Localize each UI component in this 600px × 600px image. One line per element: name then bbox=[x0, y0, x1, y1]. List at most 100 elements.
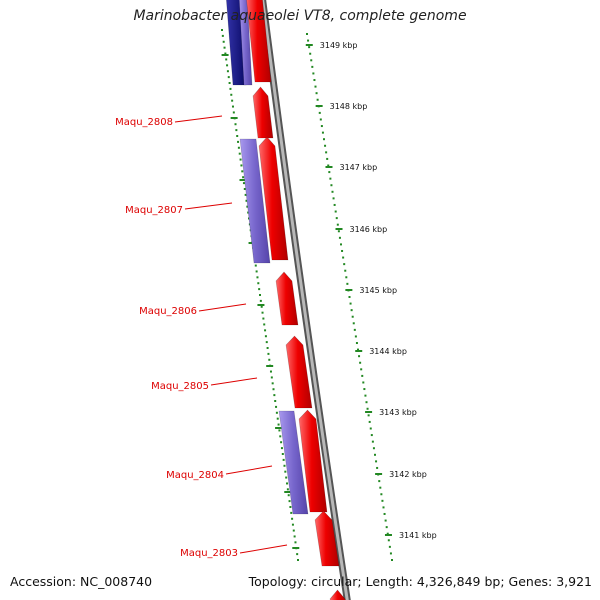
scale-dot bbox=[319, 118, 322, 121]
scale-dot bbox=[311, 65, 314, 68]
inner-dot bbox=[239, 158, 242, 161]
inner-dot bbox=[280, 441, 283, 444]
scale-dot bbox=[312, 72, 315, 75]
scale-dot bbox=[359, 361, 362, 364]
inner-dot bbox=[283, 464, 286, 467]
inner-dot bbox=[226, 64, 229, 67]
scale-dot bbox=[313, 79, 316, 82]
scale-dot bbox=[378, 480, 381, 483]
inner-dot bbox=[222, 40, 225, 43]
scale-dot bbox=[366, 407, 369, 410]
inner-dot bbox=[291, 523, 294, 526]
scale-dot bbox=[376, 466, 379, 469]
gene-leader-line bbox=[210, 377, 258, 386]
inner-dot bbox=[270, 376, 273, 379]
inner-dot bbox=[225, 58, 228, 61]
inner-dot bbox=[236, 135, 239, 137]
scale-dot bbox=[348, 296, 351, 298]
inner-dot bbox=[265, 341, 268, 344]
inner-tick bbox=[292, 547, 300, 549]
scale-tick-major bbox=[335, 228, 343, 230]
inner-tick bbox=[275, 427, 283, 429]
inner-dot bbox=[227, 76, 230, 79]
inner-dot bbox=[256, 276, 259, 279]
scale-dot bbox=[306, 33, 308, 35]
inner-dot bbox=[231, 99, 234, 102]
scale-dot bbox=[364, 394, 367, 397]
scale-dot bbox=[349, 302, 352, 305]
inner-dot bbox=[273, 394, 276, 397]
gene-forward bbox=[298, 409, 328, 513]
scale-tick-major bbox=[305, 44, 313, 46]
inner-dot bbox=[279, 435, 282, 438]
gene-forward bbox=[314, 510, 340, 567]
labels-layer: 3149 kbp 3148 kbp 3147 kbp 3146 kbp 3145 kbp… bbox=[115, 41, 437, 559]
scale-dot bbox=[327, 164, 330, 167]
inner-tick bbox=[230, 117, 238, 119]
inner-dot bbox=[242, 182, 245, 185]
inner-dot bbox=[226, 70, 229, 73]
scale-dot bbox=[367, 414, 370, 417]
inner-dot bbox=[296, 553, 299, 556]
inner-dot bbox=[289, 506, 292, 508]
inner-dot bbox=[228, 82, 231, 84]
inner-dot bbox=[264, 329, 267, 332]
inner-dot bbox=[261, 311, 264, 314]
inner-dot bbox=[231, 105, 234, 108]
inner-dot bbox=[259, 299, 262, 302]
inner-tick bbox=[257, 304, 265, 306]
scale-dot bbox=[374, 453, 376, 456]
scale-dot bbox=[352, 322, 355, 325]
scale-dot bbox=[353, 328, 356, 331]
accession-text: Accession: NC_008740 bbox=[10, 574, 153, 589]
scale-dot bbox=[382, 506, 385, 509]
scale-dot bbox=[316, 98, 319, 101]
inner-dot bbox=[241, 170, 244, 173]
scale-dot bbox=[368, 420, 371, 423]
gene-reverse bbox=[238, 0, 253, 86]
scale-dot bbox=[380, 493, 383, 496]
inner-dot bbox=[230, 93, 233, 96]
scale-dot bbox=[328, 171, 331, 174]
scale-dot bbox=[309, 52, 312, 55]
scale-dot bbox=[344, 269, 347, 272]
inner-dot bbox=[243, 188, 246, 190]
inner-dot bbox=[264, 335, 267, 338]
scale-tick-major bbox=[315, 105, 323, 107]
inner-dot bbox=[240, 164, 243, 167]
scale-dot bbox=[307, 39, 310, 42]
inner-dot bbox=[246, 205, 249, 208]
scale-tick-major bbox=[345, 289, 353, 291]
genes-layer bbox=[226, 0, 346, 600]
inner-dot bbox=[257, 282, 260, 285]
scale-dot bbox=[361, 374, 364, 377]
scale-dot bbox=[331, 190, 334, 193]
inner-dot bbox=[244, 193, 247, 196]
inner-dot bbox=[290, 511, 293, 514]
scale-dot bbox=[388, 545, 391, 548]
scale-dot bbox=[310, 59, 313, 62]
inner-tick bbox=[239, 179, 247, 181]
inner-dot bbox=[286, 488, 289, 491]
gene-leader-line bbox=[198, 303, 247, 312]
scale-dot bbox=[341, 249, 344, 252]
scale-dot bbox=[330, 184, 333, 187]
scale-dot bbox=[325, 151, 328, 154]
scale-tick-major bbox=[325, 166, 333, 168]
scale-dot bbox=[346, 282, 349, 285]
inner-dot bbox=[262, 317, 265, 320]
scale-dot bbox=[355, 342, 358, 345]
gene-leader-line bbox=[184, 202, 233, 210]
inner-dot bbox=[276, 417, 279, 420]
inner-dot bbox=[235, 129, 238, 132]
scale-tick-major bbox=[365, 411, 373, 413]
inner-dot bbox=[258, 288, 261, 291]
scale-tick-major bbox=[384, 534, 392, 536]
inner-dot bbox=[292, 529, 295, 532]
scale-dot bbox=[387, 539, 390, 542]
gene-forward bbox=[246, 0, 272, 83]
inner-dot bbox=[224, 52, 227, 55]
inner-dot bbox=[232, 111, 235, 114]
scale-label: 3146 kbp bbox=[350, 225, 388, 234]
gene-label: Maqu_2806 bbox=[139, 306, 197, 317]
